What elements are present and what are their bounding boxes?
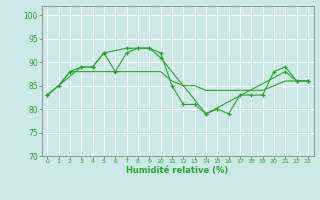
X-axis label: Humidité relative (%): Humidité relative (%) [126, 166, 229, 175]
